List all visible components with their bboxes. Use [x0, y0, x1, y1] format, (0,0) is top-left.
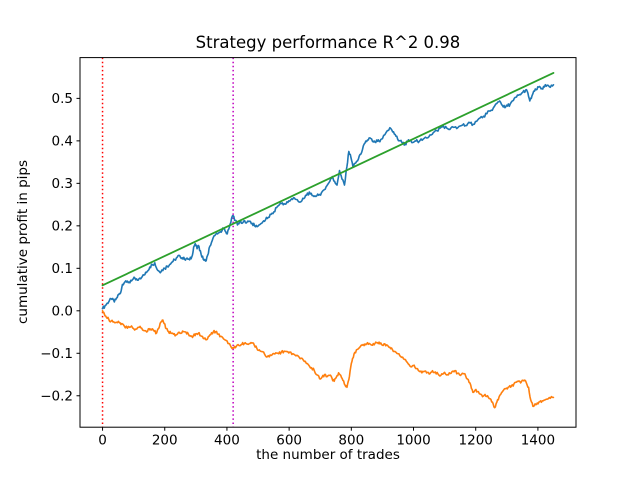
- series-cumulative-profit: [101, 83, 555, 310]
- y-tick-label: 0.4: [52, 134, 73, 150]
- x-tick-label: 200: [152, 433, 178, 449]
- y-tick-label: 0.1: [52, 261, 73, 277]
- x-tick-label: 1400: [521, 433, 555, 449]
- series-trend-line: [101, 71, 555, 287]
- y-tick-label: 0.5: [52, 91, 73, 107]
- x-axis-label: the number of trades: [256, 447, 400, 463]
- y-tick-label: 0.2: [52, 219, 73, 235]
- axis-ticks: 0 200 400 600 800 1000 1200 1400 −0.2 −0.1 0.0 0.1 0…: [40, 91, 555, 449]
- x-tick-label: 400: [214, 433, 240, 449]
- x-tick-label: 1000: [396, 433, 430, 449]
- chart-title: Strategy performance R^2 0.98: [196, 33, 461, 52]
- y-tick-label: 0.3: [52, 176, 73, 192]
- x-tick-label: 1200: [459, 433, 493, 449]
- y-tick-label: 0.0: [52, 304, 73, 320]
- data-series: [101, 71, 555, 409]
- x-tick-label: 0: [98, 433, 107, 449]
- y-tick-label: −0.1: [40, 346, 73, 362]
- x-tick-label: 800: [338, 433, 364, 449]
- y-axis-label: cumulative profit in pips: [15, 160, 31, 324]
- axes-border: [79, 57, 577, 428]
- vertical-marker-lines: [101, 57, 234, 428]
- x-tick-label: 600: [276, 433, 302, 449]
- series-baseline-profit: [101, 309, 555, 409]
- y-tick-label: −0.2: [40, 389, 73, 405]
